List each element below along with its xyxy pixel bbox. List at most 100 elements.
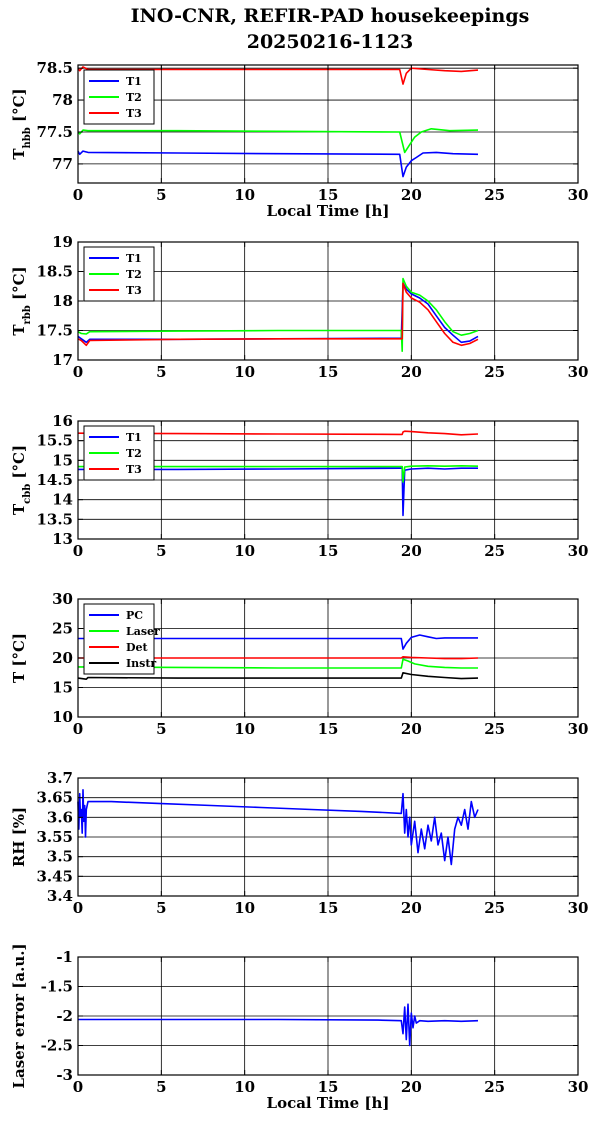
y-axis-label: Tcbb [°C]: [10, 445, 33, 515]
x-tick-label: 10: [234, 899, 255, 917]
panel-temperatures: 0 5 10 15 20 25 30 10 15 20 25 30 T [°C] PC Laser Det In…: [10, 590, 588, 738]
y-tick-label: 3.6: [47, 808, 73, 826]
x-tick-label: 10: [234, 186, 255, 204]
legend-label: Instr: [126, 657, 156, 670]
y-tick-label: 3.45: [36, 867, 73, 885]
y-tick-label: 3.7: [47, 769, 73, 787]
series-line-t1: [78, 467, 478, 517]
x-tick-label: 25: [484, 1078, 505, 1096]
x-tick-label: 30: [568, 542, 589, 560]
legend-label: T2: [126, 268, 142, 281]
y-tick-label: 3.4: [47, 887, 73, 905]
x-tick-label: 30: [568, 186, 589, 204]
y-tick-label: 16: [52, 412, 73, 430]
x-tick-label: 30: [568, 363, 589, 381]
x-tick-label: 0: [73, 720, 83, 738]
y-tick-label: 3.55: [36, 828, 73, 846]
x-tick-label: 0: [73, 363, 83, 381]
y-tick-label: 15: [52, 679, 73, 697]
y-tick-label: 25: [52, 620, 73, 638]
y-tick-label: -2: [56, 1007, 73, 1025]
x-tick-label: 5: [156, 363, 166, 381]
chart-title-line2: 20250216-1123: [247, 31, 414, 53]
y-tick-label: 17.5: [36, 322, 73, 340]
legend-label: PC: [126, 609, 143, 622]
y-tick-label: 78: [52, 91, 73, 109]
y-axis-label: Thbb [°C]: [10, 88, 33, 159]
y-tick-label: 13.5: [36, 510, 73, 528]
series-line-t3: [77, 430, 479, 436]
x-tick-label: 25: [484, 186, 505, 204]
x-tick-label: 5: [156, 1078, 166, 1096]
y-tick-label: 18: [52, 292, 73, 310]
legend-label: T3: [126, 284, 142, 297]
x-tick-label: 25: [484, 720, 505, 738]
y-tick-label: 15: [52, 451, 73, 469]
y-axis-label: T [°C]: [10, 633, 28, 683]
x-tick-label: 15: [318, 720, 339, 738]
panel-rh: 0 5 10 15 20 25 30 3.4 3.453.5 3.55 3.63.65 3.7 RH […: [10, 769, 588, 917]
series-line-t3: [77, 66, 479, 85]
x-tick-label: 5: [156, 899, 166, 917]
y-tick-label: 3.5: [47, 848, 73, 866]
x-tick-label: 5: [156, 720, 166, 738]
y-tick-label: -1.5: [41, 978, 73, 996]
legend-label: T2: [126, 447, 142, 460]
legend-label: T2: [126, 91, 142, 104]
y-axis-label: Laser error [a.u.]: [10, 943, 28, 1088]
series-line-t1: [77, 150, 479, 178]
x-tick-label: 5: [156, 186, 166, 204]
y-tick-label: 77: [52, 155, 73, 173]
legend-label: T1: [126, 75, 142, 88]
y-tick-label: 14: [52, 491, 73, 509]
x-axis-label: Local Time [h]: [267, 202, 390, 220]
x-tick-label: 15: [318, 186, 339, 204]
series-line-t3: [77, 282, 479, 347]
y-tick-label: 17: [52, 351, 73, 369]
x-axis-label: Local Time [h]: [267, 1094, 390, 1112]
y-tick-label: 78.5: [36, 59, 73, 77]
x-tick-label: 25: [484, 899, 505, 917]
x-tick-label: 30: [568, 1078, 589, 1096]
x-tick-label: 10: [234, 1078, 255, 1096]
chart-title-line1: INO-CNR, REFIR-PAD housekeepings: [131, 5, 530, 27]
x-tick-label: 0: [73, 542, 83, 560]
series-line-t2: [78, 464, 479, 483]
y-axis-label: Trbb [°C]: [10, 266, 33, 335]
legend-label: T3: [126, 107, 142, 120]
y-tick-label: 77.5: [36, 123, 73, 141]
series-line-data: [78, 1003, 479, 1047]
x-tick-label: 20: [401, 720, 422, 738]
x-tick-label: 0: [73, 186, 83, 204]
x-tick-label: 25: [484, 363, 505, 381]
series-line-pc: [78, 634, 478, 650]
series-line-laser: [77, 658, 478, 669]
y-tick-label: 10: [52, 708, 73, 726]
x-tick-label: 15: [318, 542, 339, 560]
x-tick-label: 30: [568, 720, 589, 738]
y-tick-label: -1: [56, 948, 73, 966]
y-tick-label: 19: [52, 233, 73, 251]
y-tick-label: -3: [56, 1066, 73, 1084]
x-tick-label: 25: [484, 542, 505, 560]
x-tick-label: 10: [234, 363, 255, 381]
series-line-t2: [77, 277, 479, 353]
x-tick-label: 15: [318, 363, 339, 381]
y-tick-label: 3.65: [36, 789, 73, 807]
y-tick-label: 13: [52, 530, 73, 548]
legend-label: Laser: [126, 625, 160, 638]
y-axis-label: RH [%]: [10, 807, 28, 867]
x-tick-label: 5: [156, 542, 166, 560]
x-tick-label: 10: [234, 720, 255, 738]
series-line-t1: [77, 282, 479, 344]
x-tick-label: 20: [401, 899, 422, 917]
panel-laser-error: 0 5 10 15 20 25 30 -3 -2.5 -2 -1.5 -1 Laser error [a…: [10, 943, 588, 1112]
x-tick-label: 15: [318, 1078, 339, 1096]
series-line-data: [77, 788, 479, 866]
legend-label: T1: [126, 252, 142, 265]
y-tick-label: 18.5: [36, 263, 73, 281]
x-tick-label: 0: [73, 1078, 83, 1096]
series-line-det: [78, 655, 479, 660]
